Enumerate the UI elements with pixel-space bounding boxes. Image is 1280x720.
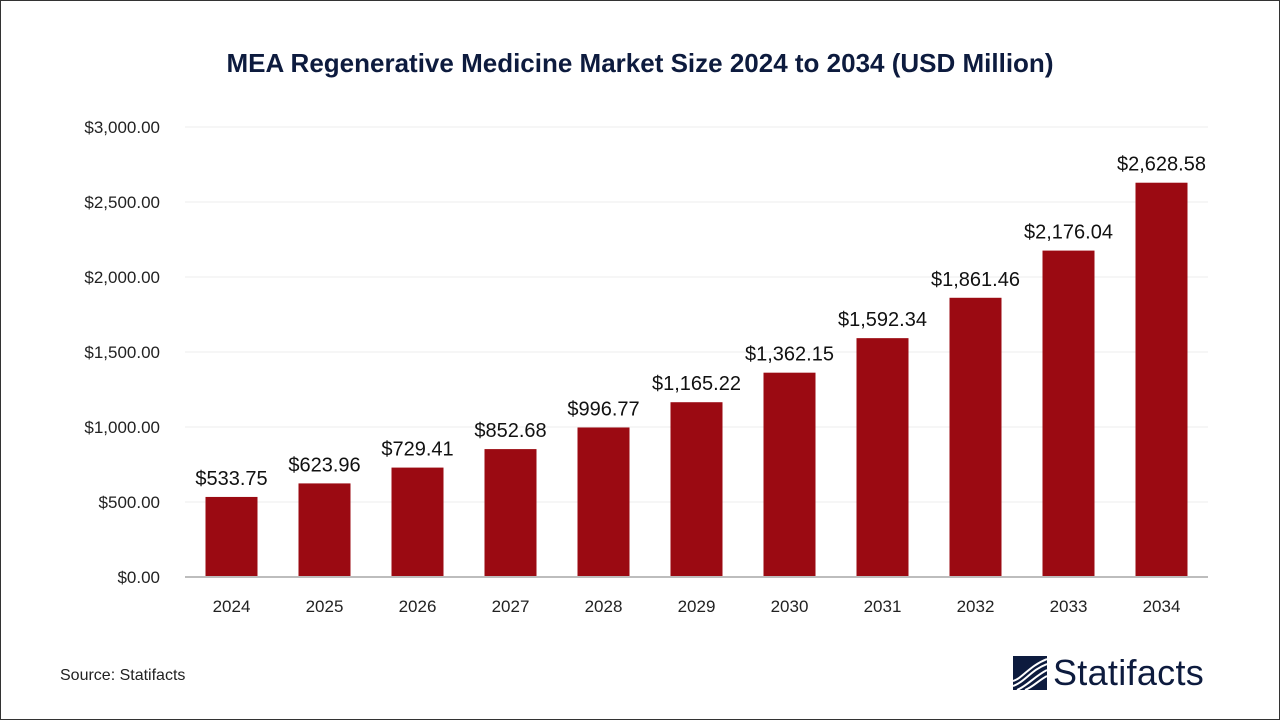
y-tick-label: $0.00 [117,568,160,587]
bar-2027 [484,449,537,577]
bar-2026 [391,467,444,577]
data-label: $1,362.15 [745,344,834,366]
bar-2025 [298,483,351,577]
x-tick-label: 2025 [306,597,344,616]
statifacts-logo-icon [1013,656,1047,690]
bar-2032 [949,297,1002,577]
x-tick-label: 2031 [864,597,902,616]
x-tick-label: 2024 [213,597,251,616]
data-label: $2,176.04 [1024,222,1113,244]
bar-2029 [670,402,723,577]
data-label: $1,165.22 [652,373,741,395]
data-label: $852.68 [474,420,546,442]
x-tick-label: 2033 [1050,597,1088,616]
y-tick-label: $2,000.00 [84,268,160,287]
x-tick-label: 2027 [492,597,530,616]
y-tick-label: $2,500.00 [84,193,160,212]
y-tick-label: $3,000.00 [84,118,160,137]
statifacts-logo: Statifacts [1013,652,1204,694]
data-label: $533.75 [195,468,267,490]
y-tick-label: $500.00 [99,493,160,512]
x-tick-label: 2028 [585,597,623,616]
data-label: $996.77 [567,398,639,420]
x-tick-label: 2030 [771,597,809,616]
bar-2033 [1042,250,1095,577]
logo-text: Statifacts [1053,652,1205,693]
x-tick-label: 2034 [1143,597,1181,616]
bar-2028 [577,427,630,577]
y-tick-label: $1,000.00 [84,418,160,437]
chart-title: MEA Regenerative Medicine Market Size 20… [226,48,1054,78]
data-label: $623.96 [288,454,360,476]
x-tick-label: 2032 [957,597,995,616]
bar-2030 [763,372,816,577]
bar-2024 [205,496,258,577]
bar-2034 [1135,182,1188,577]
data-label: $729.41 [381,439,453,461]
data-label: $1,861.46 [931,269,1020,291]
x-tick-label: 2029 [678,597,716,616]
y-tick-label: $1,500.00 [84,343,160,362]
source-note: Source: Statifacts [60,667,186,684]
data-label: $2,628.58 [1117,154,1206,176]
bar-2031 [856,338,909,577]
data-label: $1,592.34 [838,309,927,331]
x-tick-label: 2026 [399,597,437,616]
